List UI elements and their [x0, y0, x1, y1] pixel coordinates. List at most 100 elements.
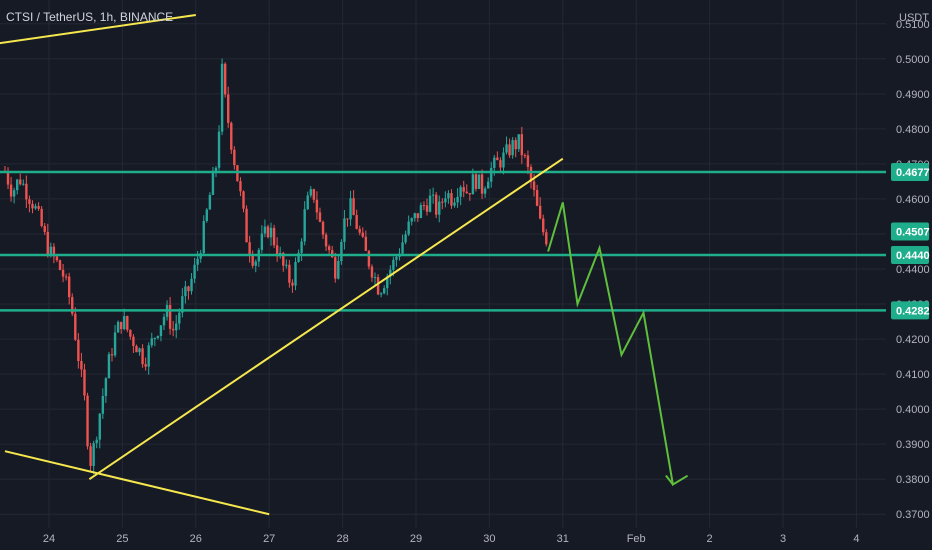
- candle-body: [315, 199, 319, 213]
- candle-body: [309, 189, 312, 196]
- candle-body: [217, 131, 221, 168]
- horizontal-levels[interactable]: [0, 170, 886, 312]
- candle-body: [413, 213, 416, 219]
- candle-body: [40, 208, 43, 227]
- candle-body: [538, 205, 542, 219]
- candle-body: [410, 218, 413, 222]
- time-tick-label: 30: [483, 533, 495, 545]
- candle-body: [98, 413, 101, 440]
- price-tick-label: 0.4000: [896, 404, 930, 416]
- candle-body: [285, 264, 288, 266]
- candle-body: [37, 206, 40, 209]
- candle-body: [153, 337, 157, 339]
- candle-body: [453, 202, 456, 206]
- candle-body: [486, 181, 490, 189]
- candle-body: [346, 218, 349, 220]
- candle-body: [364, 236, 368, 251]
- price-label-text: 0.4507: [896, 227, 930, 239]
- candle-body: [187, 286, 190, 292]
- candle-body: [477, 174, 481, 189]
- candle-body: [447, 193, 450, 199]
- candle-body: [382, 288, 386, 294]
- candle-body: [349, 198, 352, 220]
- candle-body: [529, 166, 533, 182]
- candle-body: [77, 339, 80, 362]
- candle-body: [331, 250, 334, 258]
- candle-body: [367, 250, 371, 267]
- candle-body: [312, 189, 316, 200]
- time-tick-label: 2: [707, 533, 713, 545]
- candle-body: [272, 227, 276, 246]
- price-tick-label: 0.5000: [896, 54, 930, 66]
- candle-body: [352, 198, 355, 216]
- trendline: [4, 450, 270, 516]
- candle-body: [239, 181, 242, 192]
- candle-body: [471, 174, 475, 195]
- projection-path[interactable]: [547, 202, 689, 487]
- candle-body: [431, 194, 435, 196]
- candle-body: [123, 316, 126, 330]
- candle-body: [496, 157, 499, 161]
- candle-body: [404, 234, 407, 243]
- candle-body: [147, 345, 150, 367]
- candle-body: [205, 209, 209, 222]
- time-axis[interactable]: 24 25 26 27 28 29 30 31 Feb 2 3 4: [0, 528, 886, 550]
- price-tick-label: 0.3800: [896, 474, 930, 486]
- price-axis-unit: USDT: [899, 12, 929, 24]
- candle-body: [119, 321, 123, 330]
- candle-body: [520, 134, 524, 156]
- candle-body: [15, 179, 19, 191]
- candle-body: [523, 155, 527, 157]
- candle-body: [223, 63, 227, 95]
- candle-body: [74, 313, 77, 340]
- candle-body: [392, 259, 395, 270]
- candle-body: [269, 227, 273, 238]
- candle-body: [25, 183, 28, 200]
- candle-body: [324, 234, 328, 247]
- price-tick-label: 0.3700: [896, 509, 930, 521]
- candle-body: [159, 325, 163, 337]
- time-tick-label: 29: [410, 533, 422, 545]
- candle-body: [493, 157, 496, 168]
- candle-body: [275, 245, 279, 257]
- candle-body: [181, 296, 184, 313]
- price-label-text: 0.4282: [896, 305, 930, 317]
- time-tick-label: 31: [557, 533, 569, 545]
- candle-body: [254, 261, 257, 266]
- candle-body: [450, 193, 453, 206]
- candle-body: [263, 226, 267, 234]
- candle-body: [227, 94, 230, 123]
- chart-title: CTSI / TetherUS, 1h, BINANCE: [6, 10, 173, 24]
- candle-body: [175, 323, 178, 331]
- candle-body: [355, 215, 358, 229]
- price-tick-label: 0.4400: [896, 264, 930, 276]
- candle-body: [480, 174, 484, 194]
- candle-body: [168, 304, 172, 329]
- time-tick-label: 4: [853, 533, 859, 545]
- candle-body: [95, 439, 98, 444]
- candle-body: [171, 328, 175, 331]
- time-tick-label: 3: [780, 533, 786, 545]
- candle-body: [245, 208, 248, 243]
- candle-body: [327, 246, 331, 251]
- candle-body: [113, 332, 117, 356]
- candle-body: [9, 184, 13, 197]
- price-tick-label: 0.5100: [896, 19, 930, 31]
- candle-body: [545, 232, 548, 245]
- trendlines[interactable]: [0, 14, 564, 516]
- candle-body: [508, 144, 511, 156]
- candle-body: [211, 171, 215, 195]
- candle-body: [343, 218, 346, 242]
- time-tick-label: Feb: [627, 533, 646, 545]
- time-axis-background: [0, 528, 886, 550]
- candle-body: [505, 144, 508, 153]
- candle-body: [389, 269, 392, 277]
- candle-body: [233, 149, 236, 166]
- candle-body: [428, 195, 432, 212]
- candle-body: [43, 226, 46, 232]
- price-axis[interactable]: 0.51000.50000.49000.48000.47000.46000.45…: [886, 0, 932, 550]
- candle-body: [61, 269, 65, 277]
- price-label-box: [891, 245, 929, 264]
